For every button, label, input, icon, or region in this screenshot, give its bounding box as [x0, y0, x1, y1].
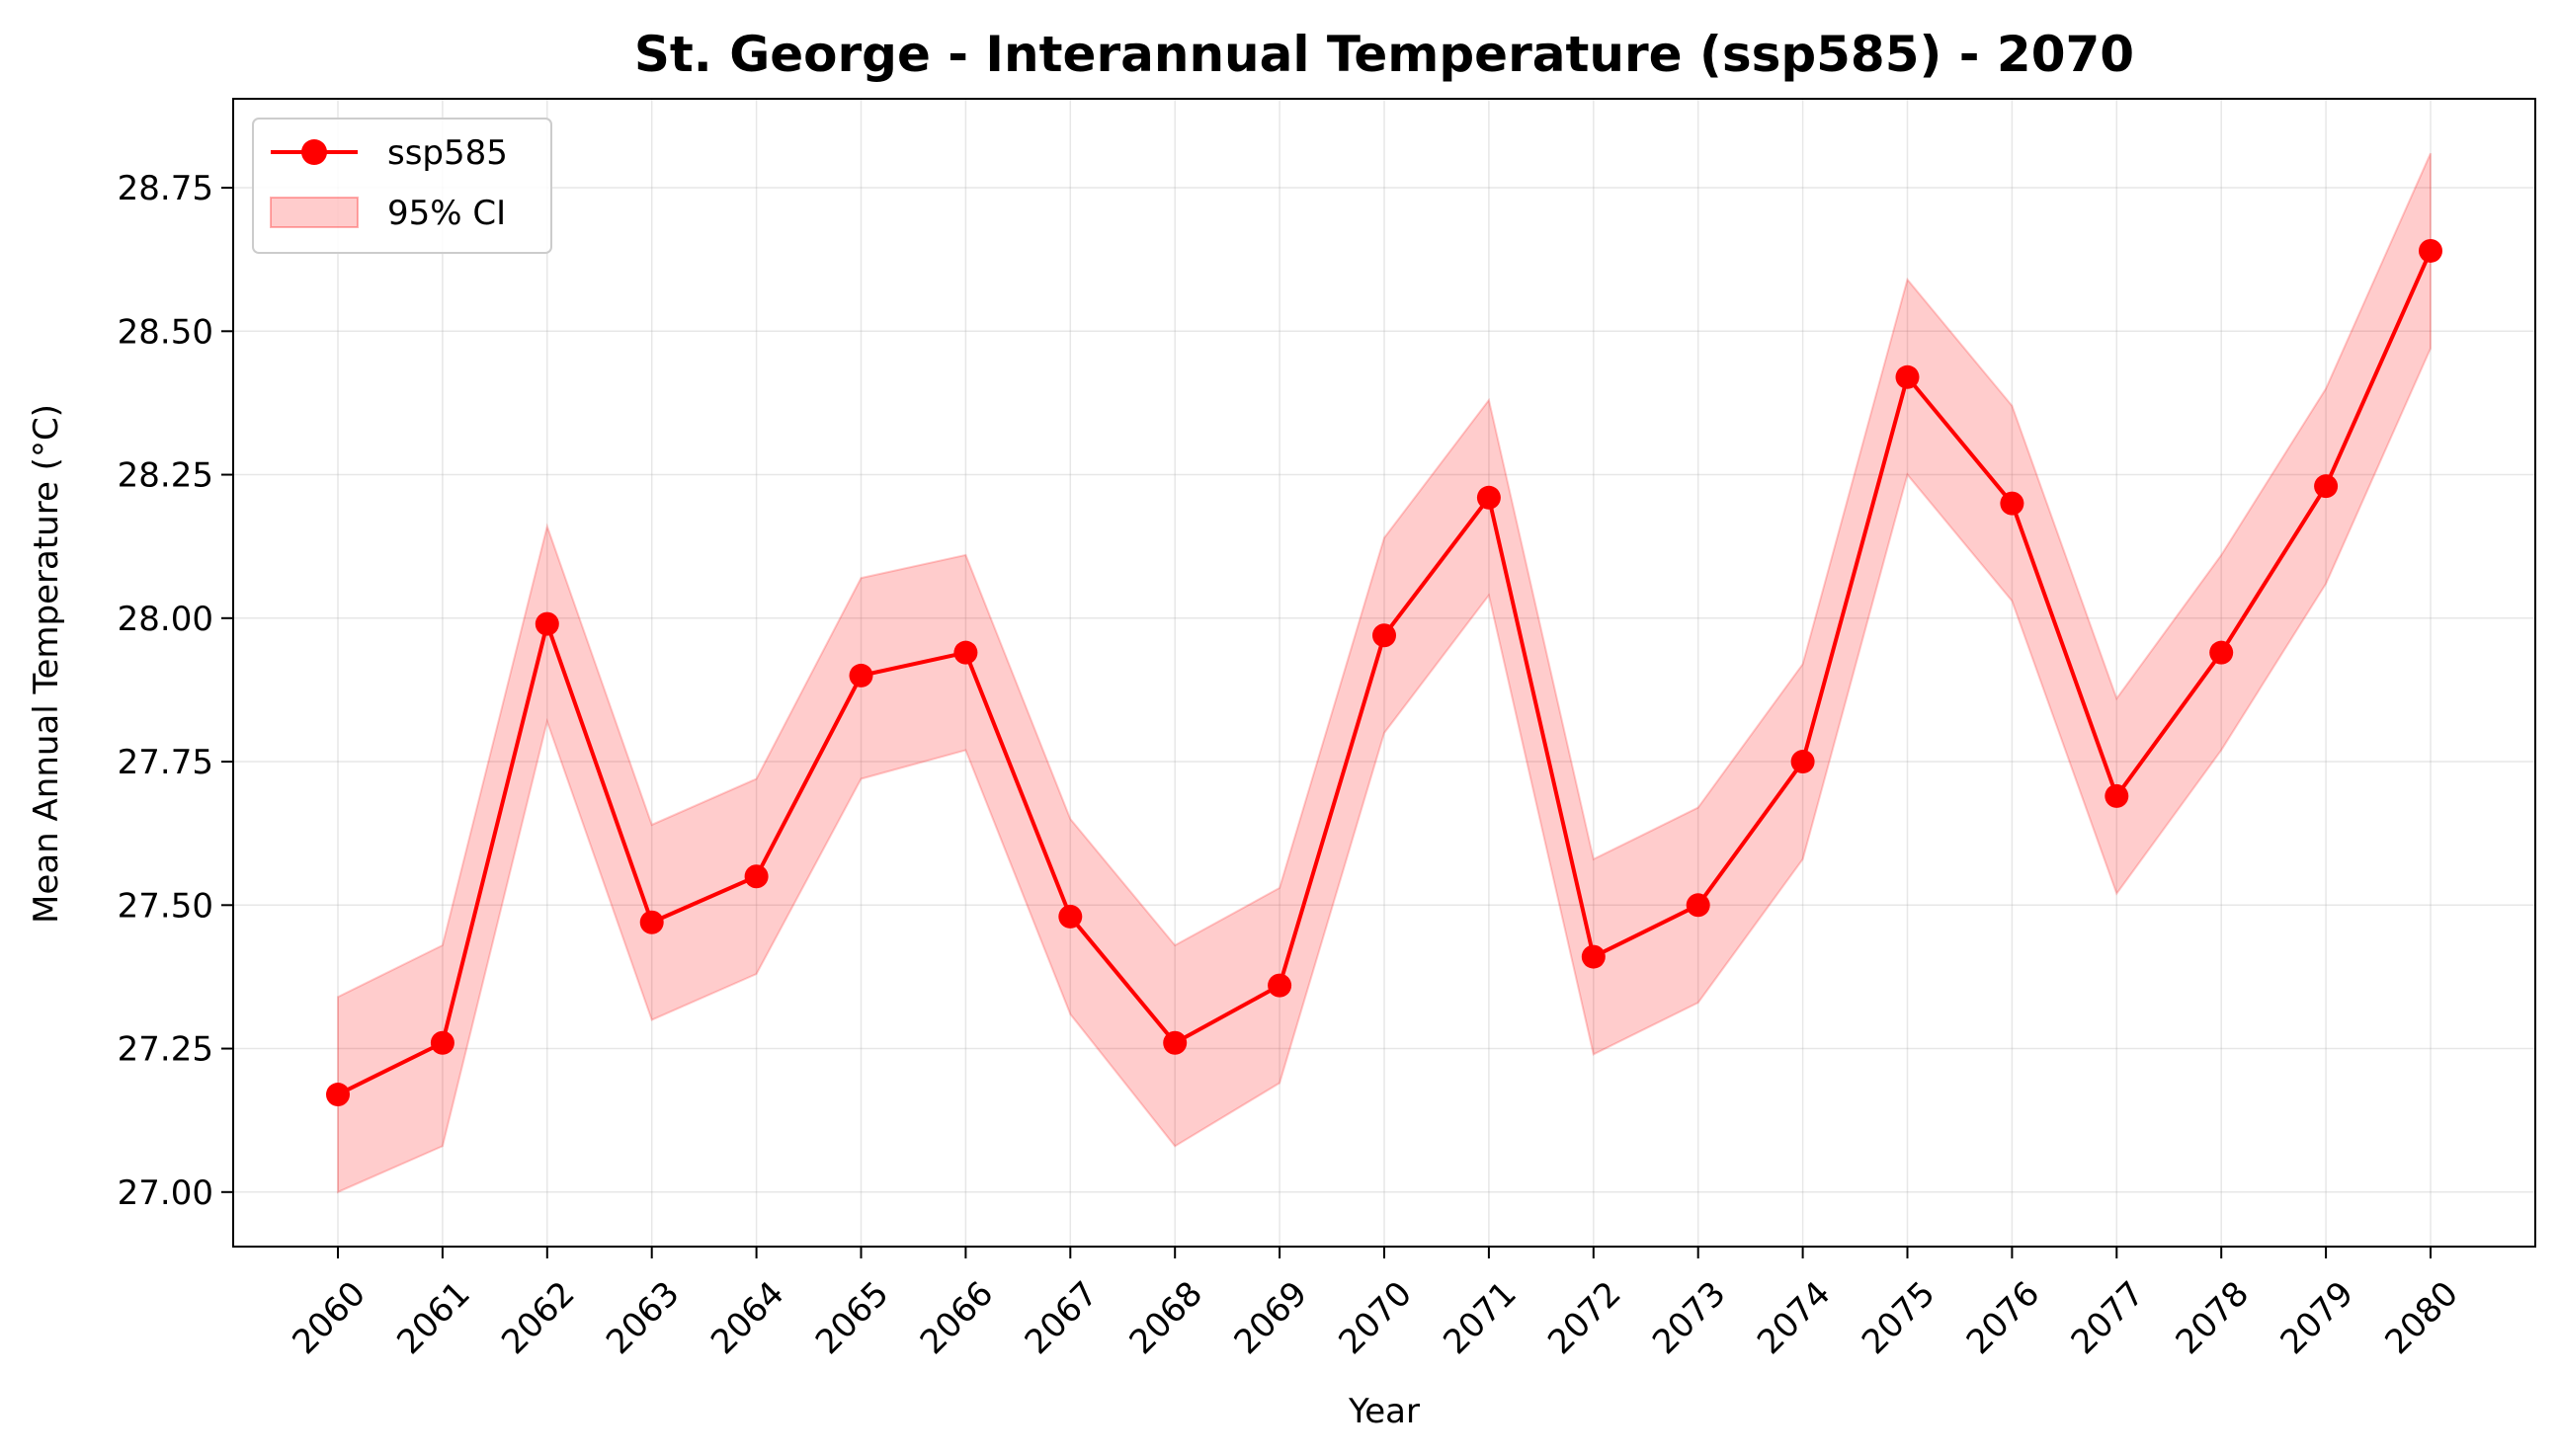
data-point [639, 910, 664, 934]
data-point [326, 1083, 350, 1107]
legend-marker-swatch [301, 139, 327, 165]
data-point [2419, 238, 2442, 263]
data-point [2314, 474, 2339, 499]
data-point [849, 663, 873, 688]
data-point [2105, 783, 2129, 808]
data-point [1268, 973, 1292, 998]
data-point [1686, 893, 1710, 918]
legend-label-series: ssp585 [387, 133, 508, 173]
grid [233, 99, 2535, 1247]
y-tick-label: 27.75 [118, 743, 213, 782]
legend: ssp585 95% CI [252, 118, 552, 254]
data-point [1372, 623, 1396, 648]
y-tick-label: 27.00 [118, 1173, 213, 1213]
y-tick-label: 28.50 [118, 312, 213, 352]
y-axis-label: Mean Annual Temperature (°C) [27, 404, 66, 924]
data-point [1476, 485, 1501, 510]
x-axis-label: Year [1348, 1392, 1420, 1431]
data-point [744, 864, 769, 889]
y-tick-label: 28.25 [118, 456, 213, 496]
data-point [1163, 1030, 1188, 1055]
data-point [2209, 640, 2234, 665]
chart-title: St. George - Interannual Temperature (ss… [634, 26, 2134, 83]
confidence-band-layer [337, 152, 2432, 1194]
data-point [1895, 364, 1920, 389]
series-markers [326, 238, 2442, 1107]
data-point [1790, 750, 1815, 774]
y-tick-label: 28.75 [118, 169, 213, 208]
y-tick-label: 27.50 [118, 886, 213, 926]
data-point [1058, 904, 1083, 929]
data-point [2000, 491, 2024, 516]
legend-label-band: 95% CI [387, 194, 506, 233]
data-point [953, 640, 978, 665]
y-tick-label: 28.00 [118, 600, 213, 639]
data-point [535, 611, 559, 636]
data-point [430, 1030, 454, 1055]
legend-band-swatch [270, 197, 359, 228]
y-axis-ticks: 27.00 27.25 27.50 27.75 28.00 28.25 28.50 28.75 [118, 169, 233, 1213]
y-tick-label: 27.25 [118, 1030, 213, 1070]
confidence-band [337, 152, 2432, 1194]
data-point [1581, 944, 1606, 969]
